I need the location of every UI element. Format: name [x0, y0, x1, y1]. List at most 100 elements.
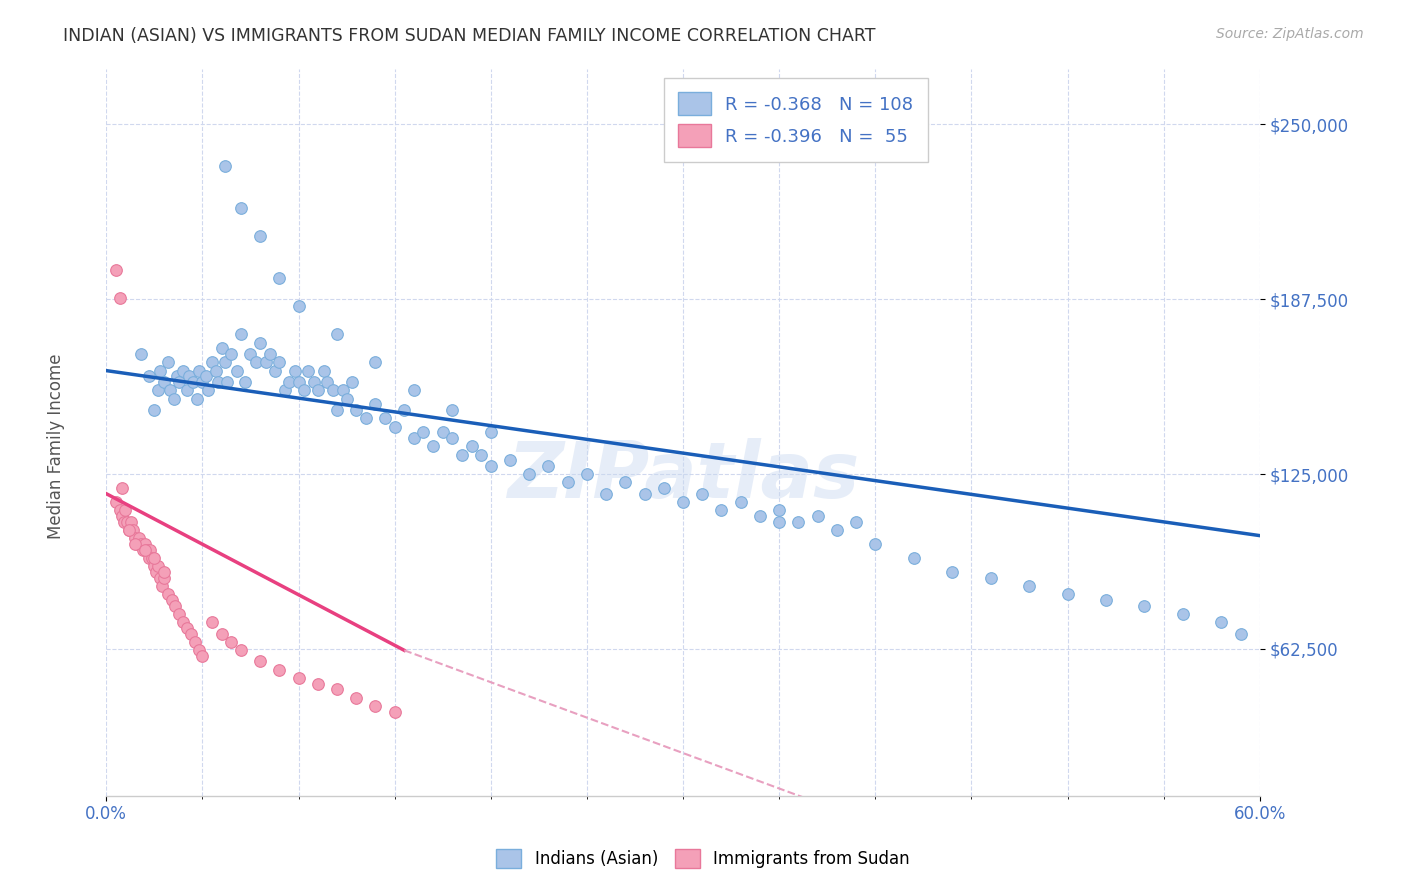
- Point: [264, 363, 287, 377]
- Point: [316, 375, 339, 389]
- Point: [125, 537, 148, 551]
- Point: [165, 599, 187, 613]
- Point: [159, 383, 181, 397]
- Point: [326, 327, 349, 342]
- Point: [197, 383, 219, 397]
- Point: [229, 643, 252, 657]
- Point: [787, 515, 810, 529]
- Point: [284, 363, 307, 377]
- Point: [110, 509, 132, 524]
- Point: [141, 551, 163, 566]
- Point: [1229, 626, 1251, 640]
- Point: [217, 375, 239, 389]
- Point: [162, 392, 184, 406]
- Point: [326, 402, 349, 417]
- Point: [150, 579, 173, 593]
- Point: [302, 375, 325, 389]
- Point: [1211, 615, 1233, 630]
- Point: [269, 271, 291, 285]
- Point: [143, 551, 166, 566]
- Point: [114, 503, 136, 517]
- Point: [470, 448, 492, 462]
- Point: [1095, 593, 1118, 607]
- Point: [153, 571, 176, 585]
- Point: [214, 355, 236, 369]
- Point: [153, 565, 176, 579]
- Point: [211, 341, 233, 355]
- Point: [595, 486, 617, 500]
- Text: Median Family Income: Median Family Income: [48, 353, 65, 539]
- Point: [479, 425, 502, 439]
- Point: [143, 559, 166, 574]
- Point: [149, 571, 172, 585]
- Point: [124, 532, 146, 546]
- Point: [172, 363, 194, 377]
- Point: [652, 481, 675, 495]
- Point: [124, 537, 146, 551]
- Point: [229, 202, 252, 216]
- Point: [211, 626, 233, 640]
- Point: [903, 551, 925, 566]
- Point: [110, 481, 132, 495]
- Point: [187, 363, 209, 377]
- Point: [128, 532, 150, 546]
- Point: [176, 383, 198, 397]
- Point: [118, 523, 141, 537]
- Point: [214, 160, 236, 174]
- Point: [195, 369, 218, 384]
- Point: [451, 448, 474, 462]
- Point: [145, 565, 167, 579]
- Point: [226, 363, 249, 377]
- Point: [108, 291, 131, 305]
- Point: [138, 551, 160, 566]
- Point: [575, 467, 598, 481]
- Point: [219, 635, 242, 649]
- Point: [191, 375, 214, 389]
- Point: [180, 626, 202, 640]
- Point: [441, 431, 464, 445]
- Point: [287, 299, 309, 313]
- Point: [1171, 607, 1194, 621]
- Point: [149, 363, 172, 377]
- Text: Source: ZipAtlas.com: Source: ZipAtlas.com: [1216, 27, 1364, 41]
- Point: [146, 559, 169, 574]
- Point: [169, 607, 191, 621]
- Point: [865, 537, 887, 551]
- Point: [354, 411, 377, 425]
- Point: [307, 677, 329, 691]
- Point: [269, 663, 291, 677]
- Point: [342, 375, 364, 389]
- Point: [332, 383, 354, 397]
- Point: [139, 542, 162, 557]
- Point: [441, 402, 464, 417]
- Point: [633, 486, 655, 500]
- Point: [135, 542, 157, 557]
- Point: [730, 495, 752, 509]
- Point: [138, 369, 160, 384]
- Legend: Indians (Asian), Immigrants from Sudan: Indians (Asian), Immigrants from Sudan: [489, 842, 917, 875]
- Point: [499, 453, 522, 467]
- Point: [129, 347, 152, 361]
- Point: [239, 347, 262, 361]
- Point: [269, 355, 291, 369]
- Point: [156, 587, 179, 601]
- Point: [402, 383, 425, 397]
- Point: [710, 503, 733, 517]
- Point: [118, 523, 141, 537]
- Point: [292, 383, 315, 397]
- Point: [307, 383, 329, 397]
- Point: [312, 363, 335, 377]
- Point: [412, 425, 434, 439]
- Point: [104, 263, 127, 277]
- Point: [394, 402, 416, 417]
- Point: [335, 392, 357, 406]
- Point: [941, 565, 963, 579]
- Point: [120, 515, 142, 529]
- Point: [1056, 587, 1078, 601]
- Point: [479, 458, 502, 473]
- Point: [219, 347, 242, 361]
- Point: [143, 402, 166, 417]
- Point: [402, 431, 425, 445]
- Point: [122, 523, 145, 537]
- Point: [205, 363, 228, 377]
